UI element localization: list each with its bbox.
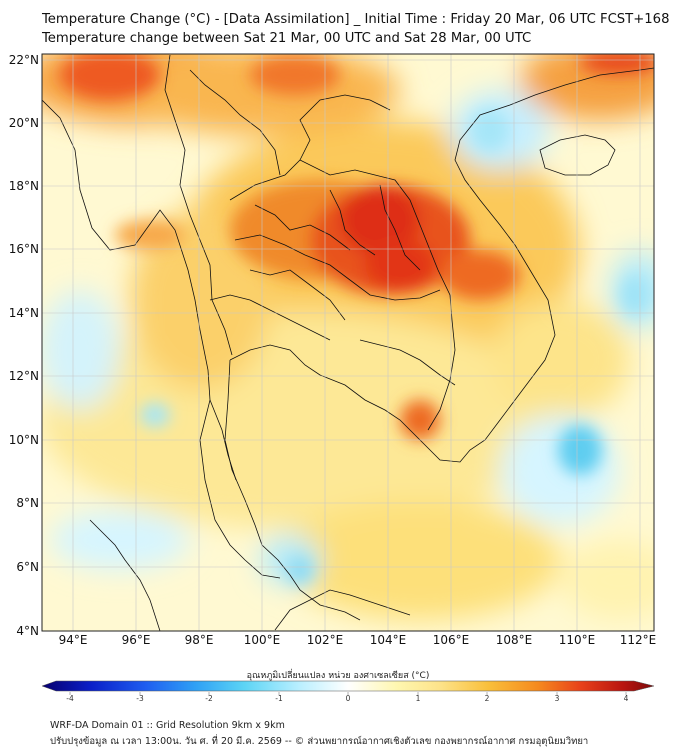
lat-label: 8°N	[16, 496, 39, 510]
colorbar-label: อุณหภูมิเปลี่ยนแปลง หน่วย องศาเซลเซียส (…	[246, 671, 430, 681]
colorbar-tick: -1	[275, 694, 283, 703]
map-subtitle: Temperature change between Sat 21 Mar, 0…	[42, 31, 532, 46]
lat-label: 16°N	[9, 242, 39, 256]
lon-label: 94°E	[59, 633, 88, 647]
longitude-axis: 94°E 96°E 98°E 100°E 102°E 104°E 106°E 1…	[59, 633, 657, 647]
lon-label: 106°E	[433, 633, 470, 647]
lon-label: 100°E	[244, 633, 281, 647]
temperature-field	[42, 54, 654, 631]
lat-label: 22°N	[9, 53, 39, 67]
lat-label: 4°N	[16, 624, 39, 638]
graticule	[42, 54, 654, 631]
lat-label: 20°N	[9, 116, 39, 130]
lon-label: 96°E	[122, 633, 151, 647]
lat-label: 12°N	[9, 369, 39, 383]
colorbar-tick: 2	[485, 694, 490, 703]
colorbar-tick: 4	[624, 694, 629, 703]
lat-label: 18°N	[9, 179, 39, 193]
colorbar-tick: -4	[66, 694, 74, 703]
colorbar-gradient	[41, 680, 655, 692]
lon-label: 104°E	[370, 633, 407, 647]
lat-label: 10°N	[9, 433, 39, 447]
colorbar-tick: 3	[555, 694, 560, 703]
lon-label: 108°E	[496, 633, 533, 647]
lon-label: 110°E	[559, 633, 596, 647]
latitude-axis: 22°N 20°N 18°N 16°N 14°N 12°N 10°N 8°N 6…	[9, 53, 39, 638]
map-frame	[41, 53, 655, 632]
colorbar-tick: 1	[416, 694, 421, 703]
model-info: WRF-DA Domain 01 :: Grid Resolution 9km …	[50, 720, 285, 731]
lon-label: 102°E	[307, 633, 344, 647]
colorbar-tick: 0	[346, 694, 351, 703]
colorbar-tick: -3	[136, 694, 144, 703]
lon-label: 98°E	[185, 633, 214, 647]
colorbar-tick: -2	[205, 694, 213, 703]
lon-label: 112°E	[620, 633, 657, 647]
colorbar: -4 -3 -2 -1 0 1 2 3 4	[41, 680, 655, 703]
lat-label: 6°N	[16, 560, 39, 574]
update-credit: ปรับปรุงข้อมูล ณ เวลา 13:00น. วัน ศ. ที่…	[50, 736, 589, 747]
map-title: Temperature Change (°C) - [Data Assimila…	[42, 12, 670, 27]
lat-label: 14°N	[9, 306, 39, 320]
